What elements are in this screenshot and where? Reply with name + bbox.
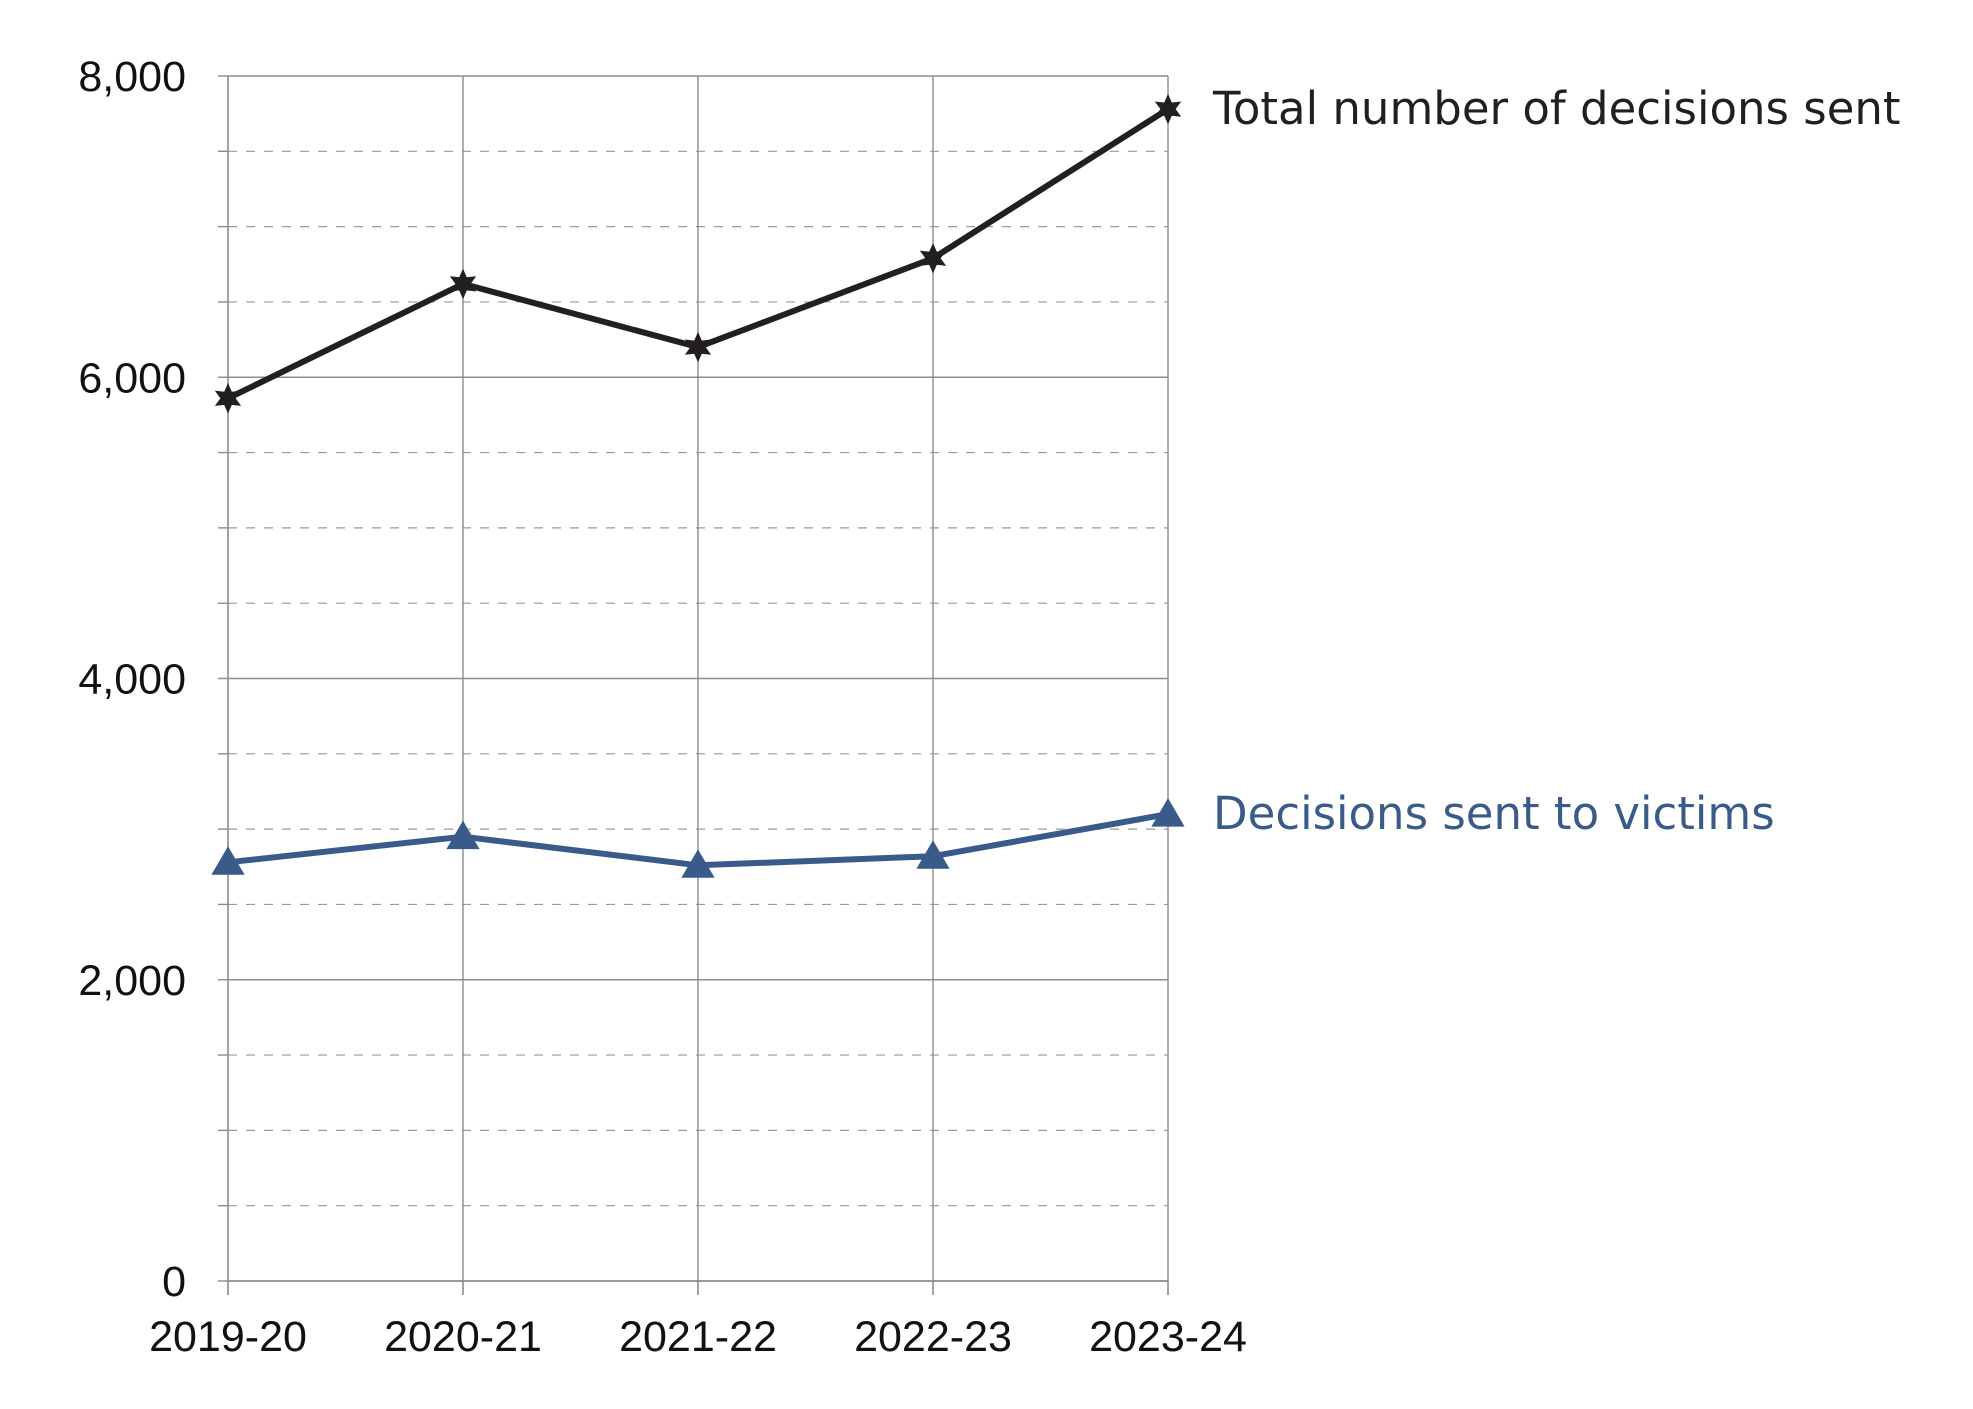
y-tick-label: 4,000	[78, 656, 186, 704]
series-group	[211, 93, 1185, 878]
x-tick-label: 2019-20	[149, 1313, 307, 1361]
series-label-1: Total number of decisions sent	[1212, 82, 1901, 135]
data-point-1	[449, 268, 477, 300]
data-point-2	[916, 840, 950, 869]
data-point-1	[1154, 93, 1182, 125]
grid	[228, 75, 1169, 1282]
x-tick-label: 2021-22	[619, 1313, 777, 1361]
labels-group: Total number of decisions sent Decisions …	[1212, 82, 1901, 840]
y-tick-label: 6,000	[78, 354, 186, 402]
data-point-1	[214, 383, 242, 414]
data-point-2	[211, 846, 245, 875]
axes: 0 2,000 4,000 6,000 8,000 2019-20 2020-21 2021-…	[78, 53, 1247, 1361]
y-tick-label: 0	[162, 1258, 186, 1306]
data-point-1	[684, 331, 712, 363]
data-point-2	[681, 849, 715, 878]
x-tick-label: 2022-23	[854, 1313, 1012, 1361]
series-label-2: Decisions sent to victims	[1213, 787, 1775, 840]
y-tick-label: 2,000	[78, 957, 186, 1005]
y-tick-label: 8,000	[78, 53, 186, 101]
data-point-1	[919, 243, 947, 274]
x-tick-label: 2020-21	[384, 1313, 542, 1361]
x-tick-label: 2023-24	[1089, 1313, 1247, 1361]
data-point-2	[1151, 798, 1185, 827]
data-point-2	[446, 820, 480, 850]
